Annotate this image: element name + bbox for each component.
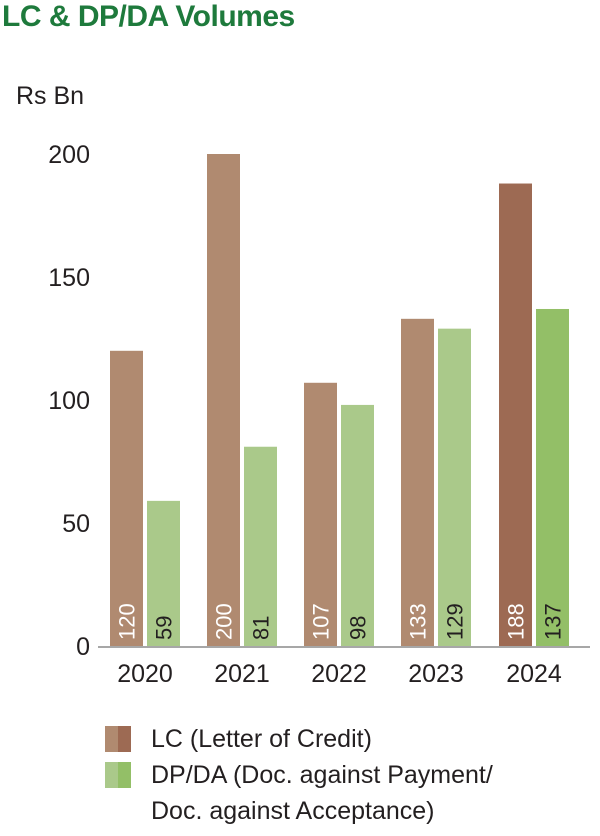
data-label-lc: 133	[406, 603, 431, 640]
bar-lc	[401, 318, 434, 646]
bar-lc	[499, 183, 532, 646]
data-label-lc: 188	[504, 603, 529, 640]
legend-label-dpda-line2: Doc. against Acceptance)	[151, 797, 435, 825]
y-tick-label: 100	[48, 387, 90, 415]
bar-dpda	[341, 404, 374, 646]
bar-dpda	[536, 308, 569, 646]
legend-swatch-lc	[105, 726, 131, 752]
y-tick-label: 50	[62, 510, 90, 538]
data-label-lc: 107	[309, 603, 334, 640]
bar-dpda	[438, 328, 471, 646]
x-tick-label: 2022	[311, 660, 367, 688]
bar-dpda	[244, 446, 277, 646]
y-tick-label: 150	[48, 264, 90, 292]
x-tick-label: 2021	[214, 660, 270, 688]
bar-chart: 0 50 100 150 200 120 59 2020 200 81 2021 107 98 2022 1…	[48, 141, 590, 688]
bar-lc	[304, 382, 337, 646]
bar-lc	[207, 154, 240, 646]
y-tick-label: 200	[48, 141, 90, 169]
x-tick-label: 2020	[117, 660, 173, 688]
data-label-dpda: 81	[249, 616, 274, 640]
legend-swatch-dpda	[105, 762, 131, 788]
data-label-dpda: 129	[443, 603, 468, 640]
legend-label-dpda-line1: DP/DA (Doc. against Payment/	[151, 761, 493, 789]
data-label-dpda: 137	[541, 603, 566, 640]
data-label-dpda: 98	[346, 616, 371, 640]
chart-title: LC & DP/DA Volumes	[2, 0, 295, 33]
legend-label-lc: LC (Letter of Credit)	[151, 725, 372, 753]
data-label-lc: 120	[115, 603, 140, 640]
bar-lc	[110, 350, 143, 646]
bar-dpda	[147, 500, 180, 646]
data-label-dpda: 59	[152, 616, 177, 640]
x-tick-label: 2023	[408, 660, 464, 688]
y-axis-unit: Rs Bn	[16, 82, 85, 110]
y-tick-label: 0	[76, 633, 90, 661]
data-label-lc: 200	[212, 603, 237, 640]
x-tick-label: 2024	[506, 660, 562, 688]
